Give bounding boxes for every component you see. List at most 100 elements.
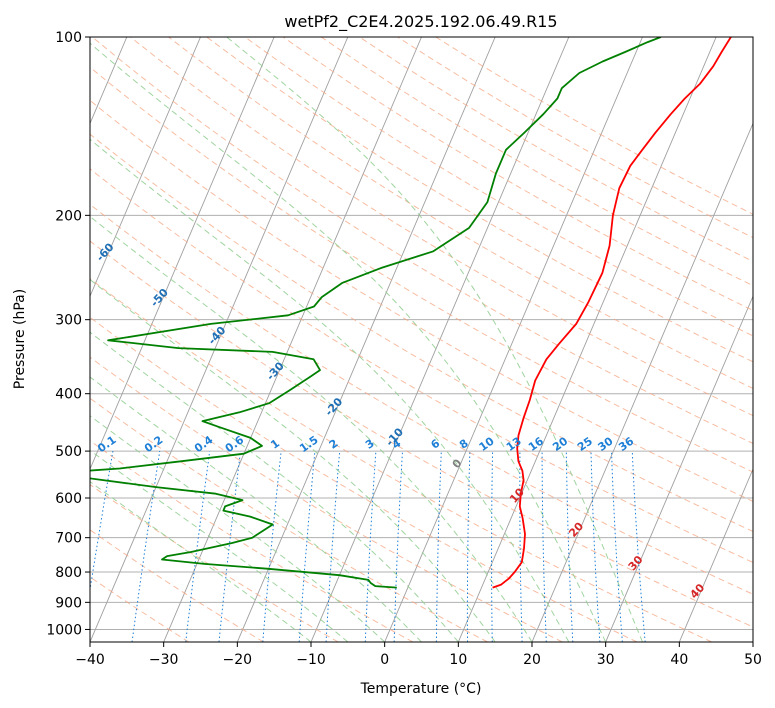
- mixing-ratio-line: [631, 451, 646, 642]
- x-tick-label: −10: [296, 652, 326, 668]
- mixing-ratio-label: 0.6: [223, 433, 247, 455]
- y-tick-label: 1000: [46, 622, 82, 638]
- isotherm-line: [90, 37, 275, 471]
- x-tick-label: 0: [380, 652, 389, 668]
- dry-adiabat: [282, 37, 753, 312]
- dry-adiabats: [90, 37, 753, 642]
- mixing-ratio-line: [565, 451, 574, 642]
- moist-adiabat: [90, 42, 607, 642]
- isotherm-line: [678, 467, 753, 642]
- dry-adiabat: [130, 37, 753, 417]
- moist-adiabat: [226, 37, 643, 642]
- dry-adiabat: [90, 397, 488, 642]
- moist-adiabat: [90, 279, 496, 642]
- dry-adiabat: [90, 203, 753, 595]
- mixing-ratio-label: 2: [327, 437, 341, 452]
- dry-adiabat: [90, 240, 753, 628]
- x-tick-label: 20: [523, 652, 541, 668]
- dry-adiabat: [90, 99, 753, 502]
- y-axis-ticks: 100 200 300 400 500 600 700 800 900 1000: [46, 30, 90, 638]
- dry-adiabat: [90, 483, 339, 642]
- mixing-ratio-label: 0.4: [192, 433, 216, 455]
- plot-frame: [89, 36, 754, 643]
- plot-area: 0.10.20.40.611.52346810131620253036-100-…: [0, 37, 753, 642]
- mixing-ratio-lines: [90, 451, 646, 642]
- x-tick-label: 30: [597, 652, 615, 668]
- dry-adiabat: [90, 133, 753, 533]
- y-tick-label: 300: [55, 313, 82, 329]
- dry-adiabat: [90, 356, 563, 642]
- mixing-ratio-label: 1.5: [297, 433, 320, 455]
- isotherm-line: [163, 37, 422, 642]
- isotherm-line: [752, 640, 753, 642]
- isotherm-line: [531, 122, 753, 642]
- y-axis-title: Pressure (hPa): [12, 289, 28, 389]
- temperature-line: [492, 37, 732, 589]
- dry-adiabat: [90, 576, 190, 642]
- x-tick-label: 50: [744, 652, 762, 668]
- isotherm-line: [90, 37, 349, 642]
- isotherm-label: -60: [94, 240, 117, 264]
- isotherm-label: -70: [45, 181, 68, 205]
- y-tick-label: 200: [55, 208, 82, 224]
- mixing-ratio-line: [185, 451, 211, 642]
- isotherm-label: -20: [322, 395, 345, 419]
- moist-adiabat: [90, 415, 386, 642]
- dry-adiabat: [90, 529, 264, 642]
- y-tick-label: 100: [55, 30, 82, 46]
- mixing-ratio-line: [298, 451, 316, 642]
- dry-adiabat: [435, 37, 753, 215]
- isotherm-line: [605, 295, 753, 642]
- mixing-ratio-line: [611, 451, 623, 642]
- moist-adiabat: [90, 481, 312, 642]
- isotherm-line: [457, 37, 717, 642]
- isotherm-line: [384, 37, 643, 642]
- pressure-gridlines: [90, 37, 753, 630]
- dry-adiabat: [168, 37, 753, 389]
- isoline-labels: 0.10.20.40.611.52346810131620253036-100-…: [0, 127, 708, 601]
- x-tick-label: −30: [149, 652, 179, 668]
- mixing-ratio-line: [491, 451, 494, 642]
- moist-adiabat: [90, 138, 570, 642]
- isotherm-label: -40: [206, 324, 229, 348]
- dry-adiabat: [90, 316, 638, 642]
- dry-adiabat: [359, 37, 753, 263]
- isotherm-label: -30: [264, 359, 287, 383]
- moist-adiabats: [90, 37, 643, 642]
- chart-title: wetPf2_C2E4.2025.192.06.49.R15: [284, 12, 557, 32]
- isotherm-label: -50: [148, 286, 171, 310]
- mixing-ratio-line: [262, 451, 282, 642]
- y-tick-label: 400: [55, 387, 82, 403]
- moist-adiabat: [90, 215, 533, 642]
- mixing-ratio-line: [90, 451, 114, 593]
- moist-adiabat: [90, 449, 349, 642]
- moist-adiabat: [90, 331, 459, 642]
- dry-adiabat: [206, 37, 753, 363]
- mixing-ratio-label: 6: [428, 437, 442, 452]
- dry-adiabat: [91, 37, 753, 445]
- dry-adiabat: [90, 168, 753, 563]
- isotherm-label: -10: [383, 425, 406, 449]
- mixing-ratio-label: 1: [268, 437, 282, 452]
- dry-adiabat: [244, 37, 753, 337]
- profile-lines: [90, 37, 732, 589]
- mixing-ratio-label: 0.1: [95, 433, 118, 455]
- y-tick-label: 500: [55, 444, 82, 460]
- isotherm-line: [236, 37, 496, 642]
- x-tick-label: −40: [75, 652, 105, 668]
- y-tick-label: 600: [55, 491, 82, 507]
- x-tick-label: 40: [670, 652, 688, 668]
- dry-adiabat: [90, 278, 712, 642]
- y-tick-label: 700: [55, 531, 82, 547]
- isotherm-label: -80: [0, 127, 18, 151]
- mixing-ratio-line: [218, 451, 241, 642]
- x-tick-label: 10: [449, 652, 467, 668]
- x-axis-title: Temperature (°C): [360, 681, 482, 697]
- mixing-ratio-line: [435, 451, 442, 642]
- mixing-ratio-label: 0.2: [142, 433, 165, 455]
- dewpoint-line: [90, 37, 662, 589]
- y-tick-label: 800: [55, 565, 82, 581]
- y-tick-label: 900: [55, 595, 82, 611]
- isotherm-line: [90, 37, 201, 298]
